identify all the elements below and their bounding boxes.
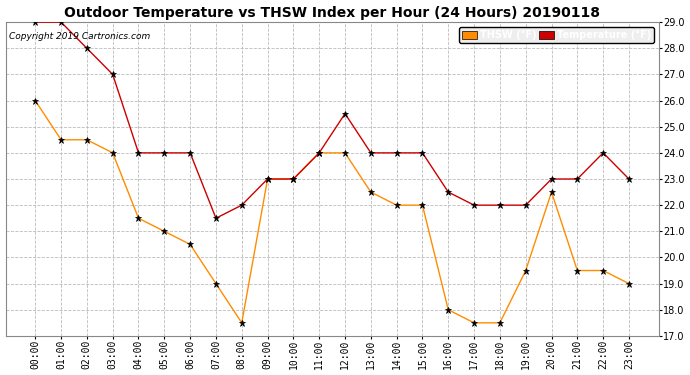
Title: Outdoor Temperature vs THSW Index per Hour (24 Hours) 20190118: Outdoor Temperature vs THSW Index per Ho…: [64, 6, 600, 20]
Legend: THSW (°F), Temperature (°F): THSW (°F), Temperature (°F): [459, 27, 654, 43]
Text: Copyright 2019 Cartronics.com: Copyright 2019 Cartronics.com: [9, 32, 150, 40]
